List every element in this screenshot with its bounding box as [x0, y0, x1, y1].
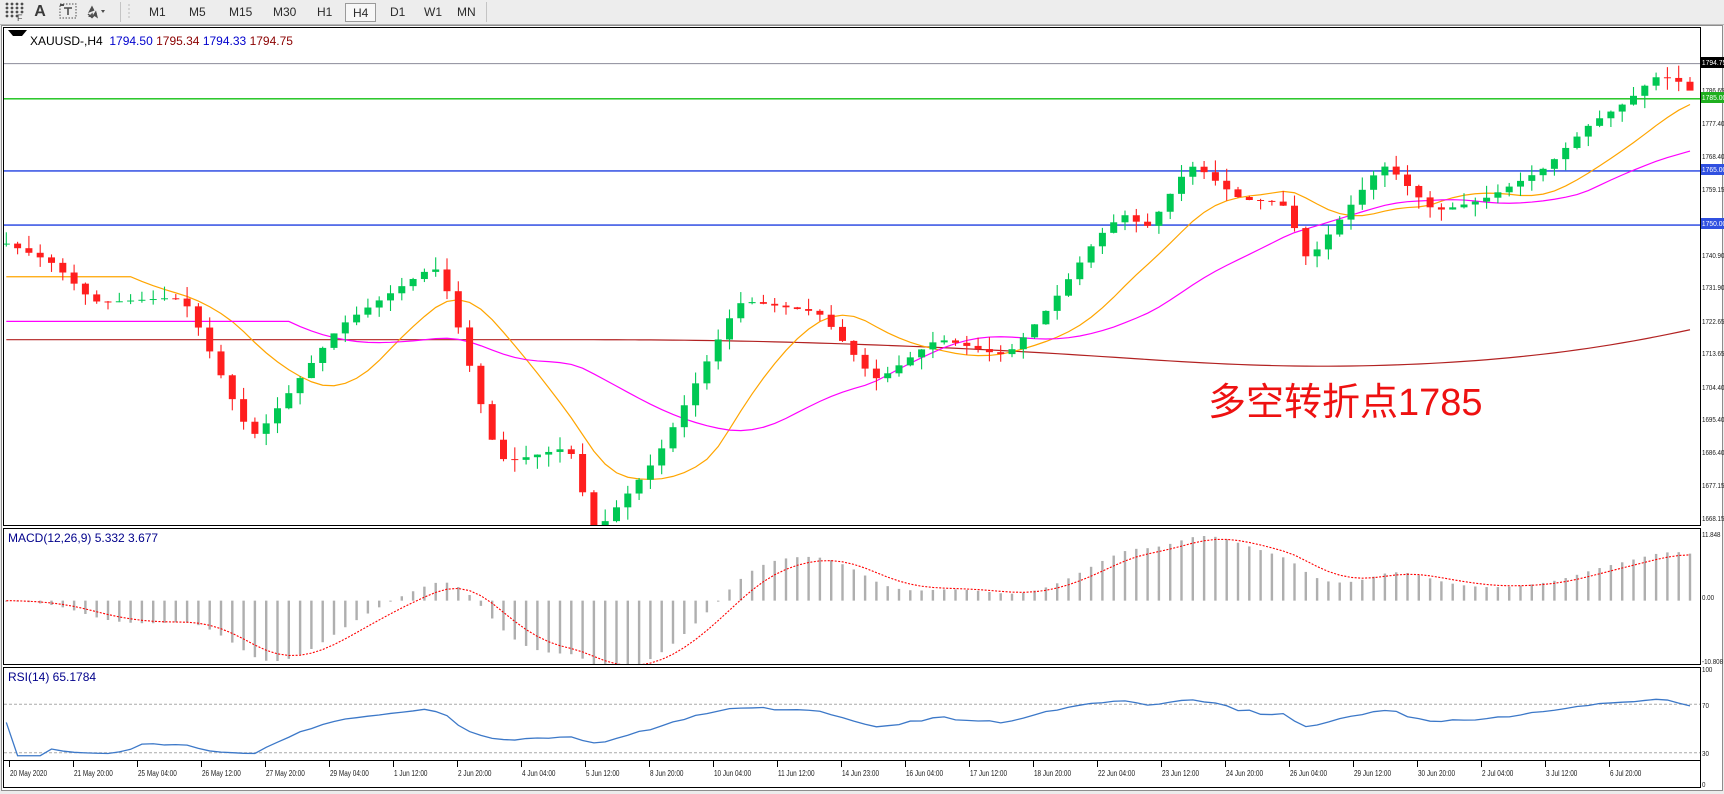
svg-text:F: F: [17, 13, 23, 23]
